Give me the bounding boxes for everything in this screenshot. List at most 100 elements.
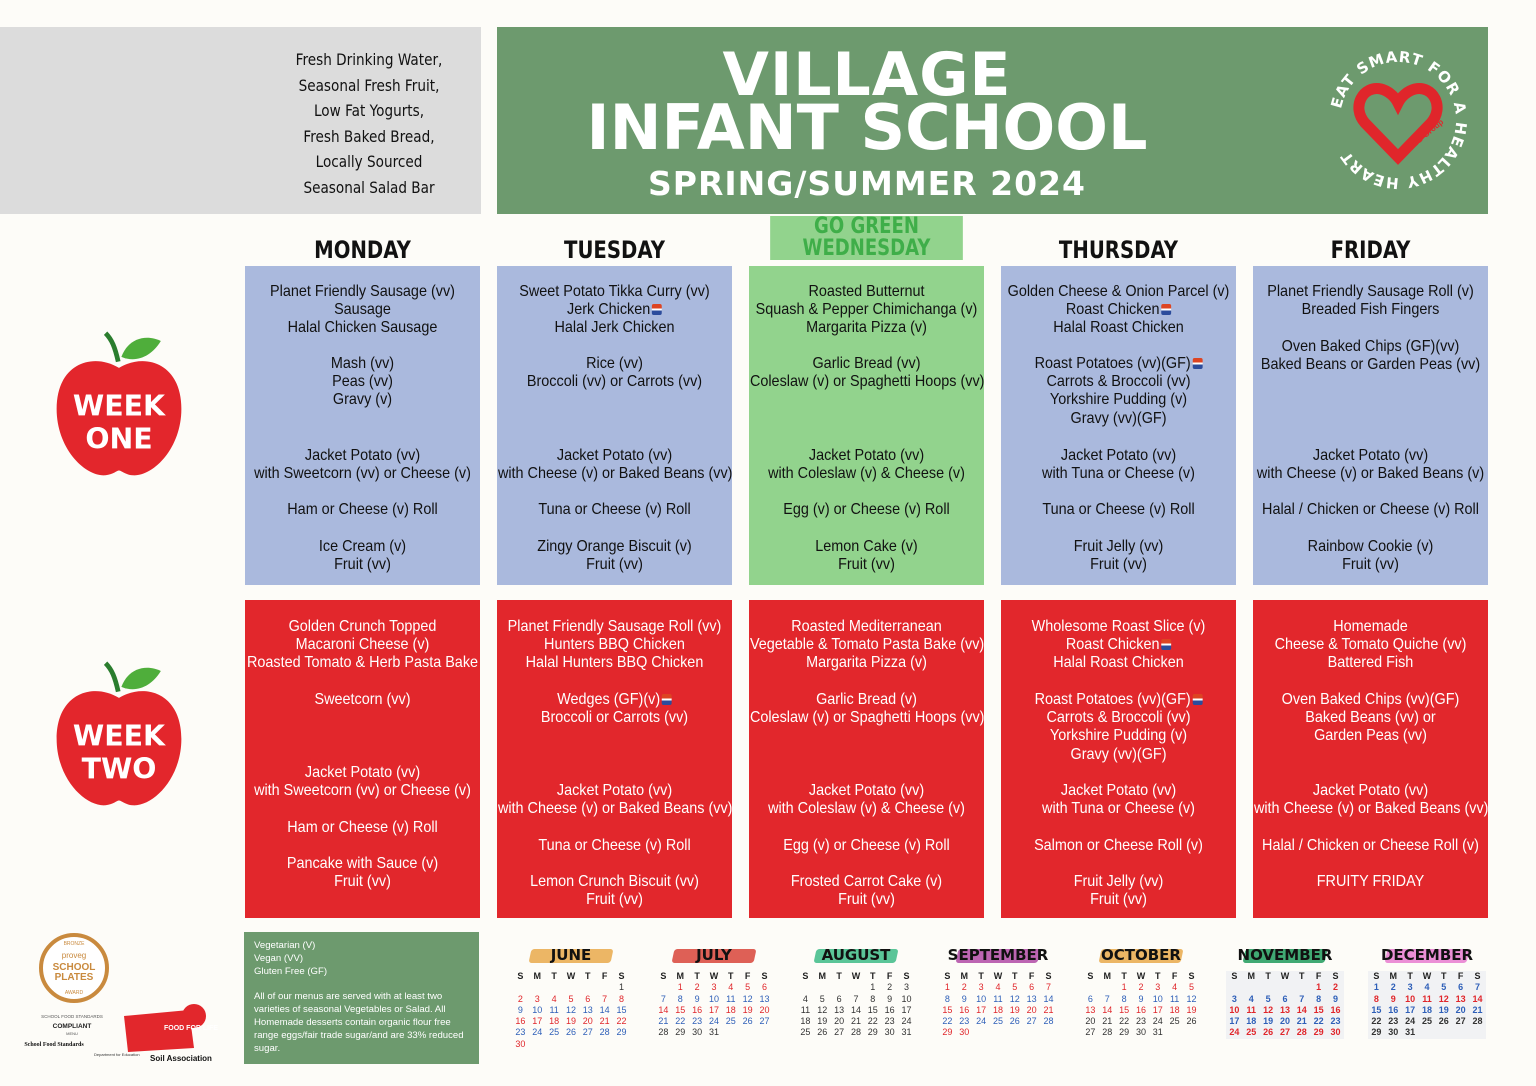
menu-item-text: Jacket Potato (vv) xyxy=(1312,782,1429,799)
menu-item: Jacket Potato (vv) xyxy=(750,782,983,800)
calendar-september: SEPTEMBER S M T W T F S 1 2 3 4 5 6 7 8 9 10 11 12 13 14 15 16 1… xyxy=(935,946,1061,1039)
menu-item: Gravy (v) xyxy=(246,391,479,409)
main-dish: Golden Cheese & Onion Parcel (v) Roast Ch… xyxy=(1002,283,1235,338)
menu-item-text: Golden Crunch Topped xyxy=(288,618,437,635)
main-dish: Golden Crunch Topped Macaroni Cheese (v) R… xyxy=(246,618,479,673)
menu-item: with Sweetcorn (vv) or Cheese (v) xyxy=(246,782,479,800)
calendar-day: 18 xyxy=(549,1016,560,1027)
calendar-day: 28 xyxy=(1472,1016,1483,1027)
day-header-tuesday: TUESDAY xyxy=(564,236,665,264)
calendar-day: 27 xyxy=(1026,1016,1037,1027)
legend-vegetarian: Vegetarian (V) xyxy=(254,940,316,951)
calendar-day: 20 xyxy=(1026,1004,1037,1015)
calendar-day: 12 xyxy=(1186,993,1197,1004)
menu-item: Fruit Jelly (vv) xyxy=(1002,873,1235,891)
calendar-day: 16 xyxy=(959,1004,970,1015)
calendar-week: 30 xyxy=(512,1039,630,1050)
menu-cell-week1-tuesday: Sweet Potato Tikka Curry (vv) Jerk Chicke… xyxy=(497,266,732,585)
red-tractor-icon xyxy=(661,694,672,706)
calendar-day: 31 xyxy=(901,1027,912,1038)
weekday-header: F xyxy=(1028,971,1035,981)
calendar-day: 19 xyxy=(1009,1004,1020,1015)
menu-item: with Cheese (v) or Baked Beans (vv) xyxy=(498,800,732,818)
calendar-day: 25 xyxy=(992,1016,1003,1027)
jacket-potato: Jacket Potato (vv) with Sweetcorn (vv) or… xyxy=(246,447,479,483)
calendar-day: 21 xyxy=(1043,1004,1054,1015)
menu-item-text: with Coleslaw (v) & Cheese (v) xyxy=(768,465,965,483)
month-name: SEPTEMBER xyxy=(947,946,1049,964)
weekday-header: T xyxy=(1121,971,1127,981)
calendar-day: 6 xyxy=(1458,982,1464,993)
jacket-potato: Jacket Potato (vv) with Cheese (v) or Bak… xyxy=(498,447,732,483)
main-dish: Homemade Cheese & Tomato Quiche (vv) Batte… xyxy=(1254,618,1487,673)
menu-item: Roasted Tomato & Herb Pasta Bake xyxy=(246,654,479,672)
calendar-day: 26 xyxy=(1186,1016,1197,1027)
calendar-day: 27 xyxy=(1455,1016,1466,1027)
main-dish: Sweet Potato Tikka Curry (vv) Jerk Chicke… xyxy=(498,283,731,338)
calendar-day: 20 xyxy=(1455,1004,1466,1015)
calendar-day: 27 xyxy=(834,1027,845,1038)
calendar-day: 28 xyxy=(1102,1027,1113,1038)
menu-item: Broccoli (vv) or Carrots (vv) xyxy=(498,373,731,391)
menu-item-text: Egg (v) or Cheese (v) Roll xyxy=(783,501,950,518)
calendar-october: OCTOBER S M T W T F S 1 2 3 4 5 6 7 8 9 10 11 12 13 14 15 16 17 1… xyxy=(1078,946,1204,1039)
menu-item: with Cheese (v) or Baked Beans (vv) xyxy=(1254,800,1488,818)
menu-item: Yorkshire Pudding (v) xyxy=(1002,727,1235,745)
menu-item: Rice (vv) xyxy=(498,355,731,373)
calendar-december: DECEMBER S M T W T F S 1 2 3 4 5 6 7 8 9 10 11 12 13 14 15 16 17… xyxy=(1364,946,1490,1039)
calendar-day: 5 xyxy=(745,982,751,993)
menu-item-text: Fruit (vv) xyxy=(838,556,895,574)
calendar-day: 14 xyxy=(599,1004,610,1015)
menu-item-text: Fruit (vv) xyxy=(586,556,643,574)
calendar-day: 13 xyxy=(582,1004,593,1015)
menu-item-text: Mash (vv) xyxy=(330,355,395,372)
calendar-day: 24 xyxy=(1405,1016,1416,1027)
calendar-day: 15 xyxy=(1371,1004,1382,1015)
menu-item-text: Fruit (vv) xyxy=(1342,556,1399,574)
menu-item: Lemon Cake (v) xyxy=(750,538,983,556)
menu-item-text: Wedges (GF)(v) xyxy=(557,691,661,708)
menu-item: Yorkshire Pudding (v) xyxy=(1002,391,1235,409)
dessert: Frosted Carrot Cake (v) Fruit (vv) xyxy=(750,873,983,909)
calendar-day: 28 xyxy=(599,1027,610,1038)
calendar-day: 3 xyxy=(534,993,540,1004)
menu-item: Planet Friendly Sausage Roll (vv) xyxy=(498,618,731,636)
eat-smart-heart-logo-icon: EAT SMART FOR A HEALTHY HEART BD Group xyxy=(1327,48,1469,193)
menu-item: Tuna or Cheese (v) Roll xyxy=(498,837,731,855)
calendar-week: 18 19 20 21 22 23 24 xyxy=(797,1016,915,1027)
weekday-header: T xyxy=(1299,971,1305,981)
calendar-day: 24 xyxy=(901,1016,912,1027)
menu-item-text: Fruit (vv) xyxy=(838,891,895,909)
menu-item: Ice Cream (v) xyxy=(246,538,479,556)
calendar-day: 22 xyxy=(675,1016,686,1027)
calendar-day: 12 xyxy=(1438,993,1449,1004)
school-name-line2: INFANT SCHOOL xyxy=(586,91,1148,164)
calendar-day: 10 xyxy=(1229,1004,1240,1015)
menu-item: Hunters BBQ Chicken xyxy=(498,636,731,654)
menu-item: Peas (vv) xyxy=(246,373,479,391)
calendar-day: 3 xyxy=(1407,982,1413,993)
calendar-day: 17 xyxy=(1152,1004,1163,1015)
calendar-day: 4 xyxy=(728,982,734,993)
calendar-day: 8 xyxy=(677,993,683,1004)
calendar-day: 30 xyxy=(959,1027,970,1038)
menu-item-text: Gravy (vv)(GF) xyxy=(1070,409,1167,427)
side-dishes: Sweetcorn (vv) xyxy=(246,691,479,709)
food-for-life-icon xyxy=(124,1010,194,1052)
menu-item: Oven Baked Chips (vv)(GF) xyxy=(1254,691,1487,709)
calendar-day: 5 xyxy=(1189,982,1195,993)
calendar-day: 10 xyxy=(532,1004,543,1015)
menu-item-text: Garlic Bread (vv) xyxy=(812,355,921,372)
calendar-day: 27 xyxy=(1279,1027,1290,1038)
svg-text:Soil Association: Soil Association xyxy=(150,1054,212,1063)
menu-item-text: Carrots & Broccoli (vv) xyxy=(1046,709,1191,727)
calendar-week: 7 8 9 10 11 12 13 xyxy=(655,994,773,1005)
weekday-header: S xyxy=(517,971,524,981)
calendar-july: JULY S M T W T F S 1 2 3 4 5 6 7 8 9 10 11 12 13 14 15 16 17 18 19… xyxy=(651,946,777,1039)
calendar-day: 25 xyxy=(725,1016,736,1027)
calendar-day: 15 xyxy=(675,1004,686,1015)
menu-item: Frosted Carrot Cake (v) xyxy=(750,873,983,891)
calendar-day: 20 xyxy=(834,1016,845,1027)
calendar-day: 12 xyxy=(817,1004,828,1015)
dessert: Pancake with Sauce (v) Fruit (vv) xyxy=(246,855,479,891)
